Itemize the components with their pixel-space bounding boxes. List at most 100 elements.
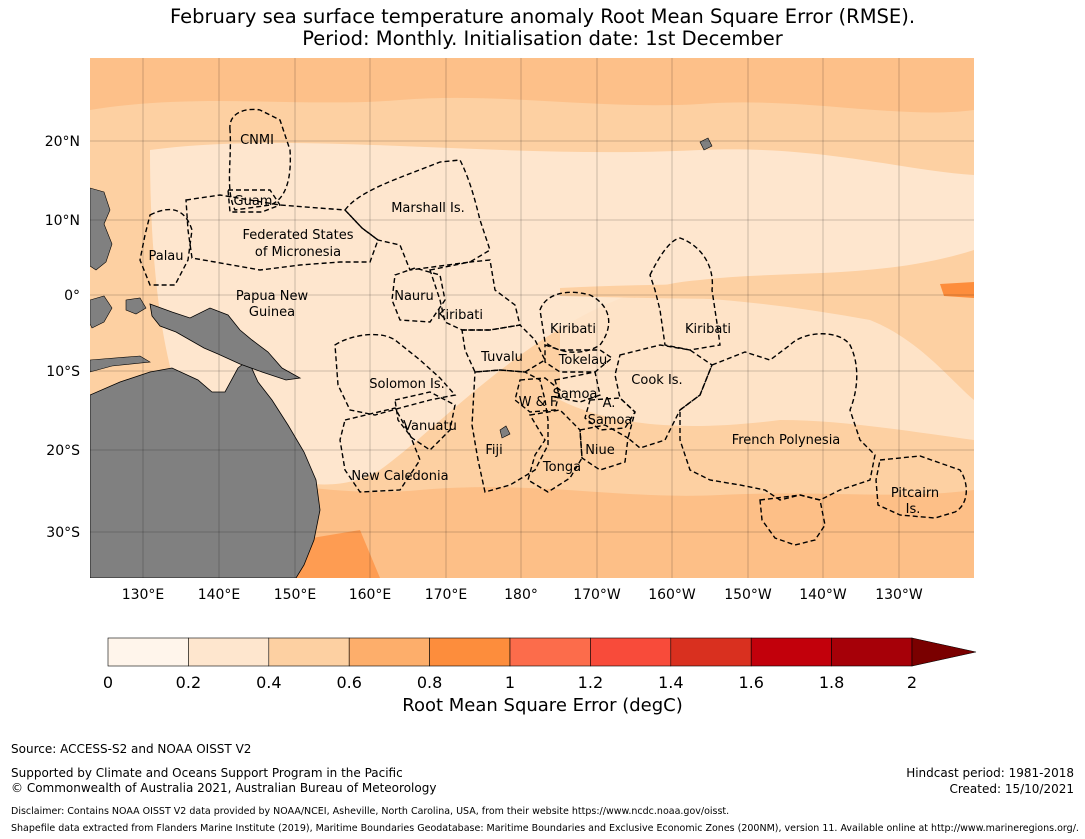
lon-tick-130w: 130°W — [875, 587, 923, 603]
eez-palau — [139, 208, 193, 286]
eez-solomon — [334, 333, 457, 416]
colorbar-label: Root Mean Square Error (degC) — [402, 695, 683, 716]
map-field — [90, 58, 974, 578]
region-label-marshall: Marshall Is. — [391, 201, 465, 216]
eez-french-polynesia — [679, 333, 876, 501]
region-label-palau: Palau — [148, 249, 183, 264]
region-label-guam: Guam — [234, 194, 273, 209]
colorbar-tick: 0.4 — [256, 673, 281, 692]
lon-tick-170w: 170°W — [573, 587, 621, 603]
lon-tick-160e: 160°E — [349, 587, 392, 603]
chart-title-line-1: February sea surface temperature anomaly… — [169, 5, 916, 28]
region-label-cook: Cook Is. — [631, 373, 682, 388]
disclaimer-text: Disclaimer: Contains NOAA OISST V2 data … — [11, 806, 730, 817]
region-label-samoa: Samoa — [553, 387, 598, 402]
region-label-niue: Niue — [585, 443, 615, 458]
land-nusa-tenggara — [90, 355, 151, 373]
eez-boundaries — [139, 108, 967, 546]
region-label-american-samoa-line2: Samoa — [588, 413, 633, 428]
region-label-fsm-line1: Federated States — [243, 228, 354, 243]
lon-tick-150e: 150°E — [274, 587, 317, 603]
rmse-map: 20°N 10°N 0° 10°S 20°S 30°S 130°E 140°E … — [45, 58, 977, 692]
lat-tick-20s: 20°S — [46, 443, 80, 459]
region-label-solomon: Solomon Is. — [369, 377, 445, 392]
lon-tick-150w: 150°W — [724, 587, 772, 603]
region-labels: CNMI Guam Marshall Is. Federated States … — [148, 133, 939, 517]
created-date-text: Created: 15/10/2021 — [949, 782, 1074, 796]
eez-wallis-futuna — [514, 377, 561, 413]
colorbar-ticks: 0 0.2 0.4 0.6 0.8 1 1.2 1.4 1.6 1.8 2 — [103, 673, 917, 692]
region-label-new-caledonia: New Caledonia — [351, 469, 448, 484]
region-label-french-polynesia: French Polynesia — [732, 433, 841, 448]
lat-tick-10n: 10°N — [45, 213, 80, 229]
lat-ticks: 20°N 10°N 0° 10°S 20°S 30°S — [45, 134, 80, 541]
eez-vanuatu — [394, 391, 456, 451]
colorbar-tick: 0.8 — [417, 673, 442, 692]
ocean-band-north — [90, 58, 974, 113]
region-label-png-line1: Papua New — [236, 289, 309, 304]
eez-tonga — [527, 409, 583, 493]
gridlines — [90, 58, 974, 578]
region-label-tokelau: Tokelau — [558, 353, 608, 368]
region-label-vanuatu: Vanuatu — [403, 419, 457, 434]
lon-ticks: 130°E 140°E 150°E 160°E 170°E 180° 170°W… — [122, 587, 923, 603]
equatorial-peak — [940, 282, 974, 298]
lat-tick-20n: 20°N — [45, 134, 80, 150]
region-label-tuvalu: Tuvalu — [480, 350, 523, 365]
lon-tick-170e: 170°E — [425, 587, 468, 603]
eez-new-caledonia — [339, 407, 421, 493]
region-label-kiribati-line: Kiribati — [685, 322, 731, 337]
region-label-nauru: Nauru — [394, 289, 434, 304]
region-label-kiribati-gilbert: Kiribati — [437, 308, 483, 323]
lat-tick-10s: 10°S — [46, 364, 80, 380]
hindcast-period-text: Hindcast period: 1981-2018 — [906, 766, 1074, 780]
land-halmahera — [125, 297, 147, 315]
region-label-fsm-line2: of Micronesia — [255, 245, 341, 260]
eez-pitcairn — [875, 455, 967, 519]
lon-tick-160w: 160°W — [648, 587, 696, 603]
eez-kiribati-phoenix — [539, 291, 610, 353]
colorbar-swatch — [670, 637, 752, 667]
eez-tokelau — [544, 344, 614, 373]
eez-tuvalu — [461, 324, 546, 373]
eez-american-samoa — [584, 397, 636, 431]
region-label-fiji: Fiji — [485, 443, 502, 458]
region-label-wallis-futuna: W & F — [519, 395, 558, 410]
eez-niue — [579, 424, 629, 471]
colorbar-swatch — [429, 637, 511, 667]
colorbar-tick: 1.6 — [738, 673, 763, 692]
eez-nauru — [391, 267, 446, 323]
colorbar: 0 0.2 0.4 0.6 0.8 1 1.2 1.4 1.6 1.8 2 — [103, 637, 977, 692]
eez-french-polynesia-south — [759, 494, 826, 546]
colorbar-swatch — [188, 637, 270, 667]
lat-tick-30s: 30°S — [46, 525, 80, 541]
source-text: Source: ACCESS-S2 and NOAA OISST V2 — [11, 742, 252, 756]
colorbar-extend-arrow — [911, 637, 977, 667]
eez-kiribati-line — [649, 237, 721, 351]
region-label-tonga: Tonga — [542, 460, 581, 475]
colorbar-tick: 1.4 — [658, 673, 683, 692]
colorbar-tick: 1.2 — [578, 673, 603, 692]
copyright-text: © Commonwealth of Australia 2021, Austra… — [11, 781, 437, 795]
shapefile-credit-text: Shapefile data extracted from Flanders M… — [11, 823, 1079, 834]
eez-fsm — [185, 194, 379, 271]
colorbar-swatch — [107, 637, 189, 667]
supported-text: Supported by Climate and Oceans Support … — [11, 766, 403, 780]
region-label-kiribati-phoenix: Kiribati — [550, 322, 596, 337]
colorbar-tick: 2 — [907, 673, 917, 692]
colorbar-swatches — [107, 637, 977, 667]
colorbar-tick: 1.8 — [819, 673, 844, 692]
colorbar-swatch — [750, 637, 832, 667]
lon-tick-140w: 140°W — [799, 587, 847, 603]
colorbar-tick: 1 — [505, 673, 515, 692]
region-label-cnmi: CNMI — [240, 133, 274, 148]
colorbar-tick: 0 — [103, 673, 113, 692]
colorbar-swatch — [509, 637, 591, 667]
ocean-band-low-south — [560, 296, 974, 440]
land-hawaii — [699, 137, 713, 151]
land-new-guinea — [149, 303, 302, 381]
eez-fiji — [471, 369, 549, 493]
lon-tick-180: 180° — [504, 587, 538, 603]
colorbar-tick: 0.6 — [336, 673, 361, 692]
colorbar-swatch — [348, 637, 430, 667]
